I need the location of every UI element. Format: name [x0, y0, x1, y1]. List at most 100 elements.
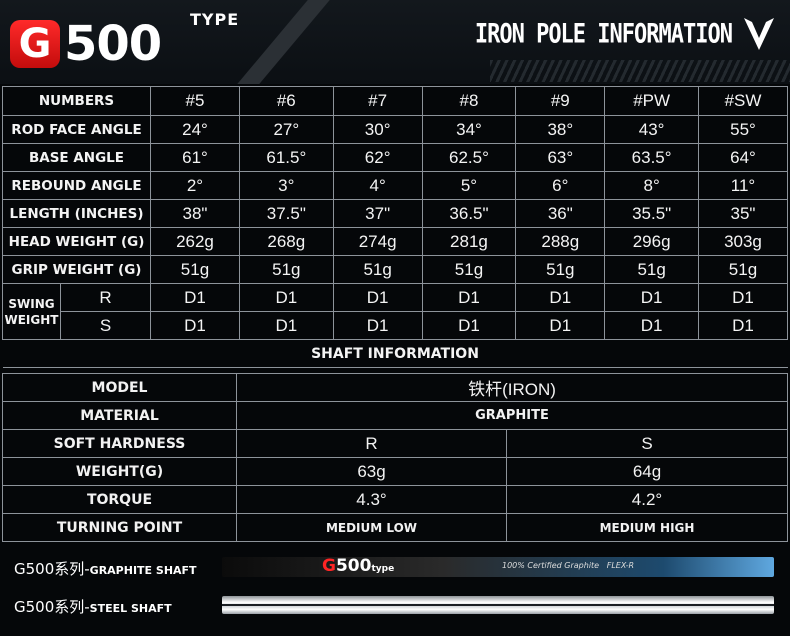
spec-value: 55° — [697, 115, 789, 144]
model-value: 铁杆(IRON) — [236, 373, 788, 402]
spec-value: 6° — [515, 171, 606, 200]
shaft-spec-row: SOFT HARDNESS R S — [2, 429, 788, 458]
swing-flex-label: R — [60, 283, 151, 312]
flex-r-value: MEDIUM LOW — [235, 513, 508, 542]
header-banner: G 500 TYPE IRON POLE INFORMATION — [0, 0, 790, 84]
page-title: IRON POLE INFORMATION — [474, 19, 733, 50]
flex-s-value: MEDIUM HIGH — [506, 513, 788, 542]
row-label: BASE ANGLE — [2, 143, 151, 172]
spec-row: GRIP WEIGHT (G) 51g 51g 51g 51g 51g 51g 51g — [2, 255, 789, 284]
spec-row: HEAD WEIGHT (G) 262g 268g 274g 281g 288g 296g 3… — [2, 227, 789, 256]
spec-value: 36.5" — [421, 199, 517, 228]
spec-value: 62.5° — [421, 143, 517, 172]
shaft-row-label: TORQUE — [2, 485, 237, 514]
row-label: LENGTH (INCHES) — [2, 199, 151, 228]
column-header: #PW — [604, 86, 699, 116]
header-stripe-decoration — [490, 60, 790, 82]
spec-value: 27° — [238, 115, 334, 144]
material-row: MATERIAL GRAPHITE — [2, 401, 788, 430]
swing-label-line2: WEIGHT — [4, 312, 59, 327]
spec-value: 38" — [150, 199, 240, 228]
flex-s-value: S — [506, 429, 788, 458]
graphite-shaft-row: G500系列-GRAPHITE SHAFT G500type 100% Cert… — [0, 550, 790, 584]
steel-shaft-row: G500系列-STEEL SHAFT — [0, 588, 790, 622]
spec-row: REBOUND ANGLE 2° 3° 4° 5° 6° 8° 11° — [2, 171, 789, 200]
steel-shaft-label: G500系列-STEEL SHAFT — [14, 596, 172, 617]
spec-value: 281g — [421, 227, 517, 256]
spec-value: 2° — [150, 171, 240, 200]
swing-value: D1 — [332, 311, 423, 340]
spec-value: 51g — [421, 255, 517, 284]
swing-value: D1 — [421, 283, 517, 312]
shaft-info-title: SHAFT INFORMATION — [2, 339, 788, 368]
swing-weight-row: S D1 D1 D1 D1 D1 D1 D1 — [3, 311, 789, 340]
spec-value: 62° — [332, 143, 423, 172]
spec-value: 63° — [515, 143, 606, 172]
swing-value: D1 — [604, 311, 699, 340]
spec-value: 268g — [238, 227, 334, 256]
shaft-spec-row: TORQUE 4.3° 4.2° — [2, 485, 788, 514]
shaft-title-row: SHAFT INFORMATION — [2, 339, 788, 368]
column-header: #8 — [421, 86, 517, 116]
spec-value: 296g — [604, 227, 699, 256]
shaft-row-label: WEIGHT(G) — [2, 457, 237, 486]
v-chevron-logo-icon — [744, 18, 774, 50]
spec-value: 63.5° — [604, 143, 699, 172]
flex-r-value: 4.3° — [235, 485, 508, 514]
swing-value: D1 — [150, 283, 240, 312]
shaft-cert-text: 100% Certified Graphite FLEX-R — [502, 561, 635, 570]
row-label: ROD FACE ANGLE — [2, 115, 151, 144]
flex-r-value: R — [235, 429, 508, 458]
logo-letter: G — [10, 20, 60, 68]
flex-s-value: 64g — [506, 457, 788, 486]
spec-value: 11° — [697, 171, 789, 200]
row-label: REBOUND ANGLE — [2, 171, 151, 200]
material-value: GRAPHITE — [236, 401, 788, 430]
spec-value: 34° — [421, 115, 517, 144]
shaft-row-label: MODEL — [2, 373, 237, 402]
model-row: MODEL 铁杆(IRON) — [2, 373, 788, 402]
spec-value: 38° — [515, 115, 606, 144]
spec-value: 51g — [604, 255, 699, 284]
swing-value: D1 — [238, 283, 334, 312]
column-header: #6 — [238, 86, 334, 116]
spec-value: 288g — [515, 227, 606, 256]
header-slash-decoration — [223, 0, 339, 84]
spec-value: 303g — [697, 227, 789, 256]
spec-value: 43° — [604, 115, 699, 144]
steel-shaft-name: STEEL SHAFT — [89, 602, 172, 615]
swing-value: D1 — [515, 311, 606, 340]
spec-value: 35" — [697, 199, 789, 228]
logo-type-label: TYPE — [190, 10, 240, 29]
row-label: GRIP WEIGHT (G) — [2, 255, 151, 284]
logo-number: 500 — [64, 16, 162, 72]
swing-value: D1 — [604, 283, 699, 312]
shaft-brand-logo: G500type — [322, 557, 395, 576]
row-label: HEAD WEIGHT (G) — [2, 227, 151, 256]
column-header: #9 — [515, 86, 606, 116]
spec-value: 262g — [150, 227, 240, 256]
swing-value: D1 — [697, 311, 789, 340]
spec-value: 30° — [332, 115, 423, 144]
column-header: #SW — [697, 86, 789, 116]
shaft-spec-row: WEIGHT(G) 63g 64g — [2, 457, 788, 486]
shaft-row-label: TURNING POINT — [2, 513, 237, 542]
spec-value: 51g — [238, 255, 334, 284]
spec-row: LENGTH (INCHES) 38" 37.5" 37" 36.5" 36" 35.5" 3… — [2, 199, 789, 228]
swing-value: D1 — [150, 311, 240, 340]
swing-weight-label: SWING WEIGHT — [2, 283, 61, 340]
graphite-shaft-label: G500系列-GRAPHITE SHAFT — [14, 558, 197, 579]
spec-value: 51g — [515, 255, 606, 284]
spec-value: 274g — [332, 227, 423, 256]
spec-value: 5° — [421, 171, 517, 200]
shaft-row-label: MATERIAL — [2, 401, 237, 430]
swing-label-line1: SWING — [8, 296, 55, 311]
column-header: #5 — [150, 86, 240, 116]
spec-value: 51g — [150, 255, 240, 284]
swing-value: D1 — [332, 283, 423, 312]
shaft-row-label: SOFT HARDNESS — [2, 429, 237, 458]
spec-row: ROD FACE ANGLE 24° 27° 30° 34° 38° 43° 55° — [2, 115, 789, 144]
spec-value: 51g — [697, 255, 789, 284]
spec-value: 51g — [332, 255, 423, 284]
spec-value: 64° — [697, 143, 789, 172]
